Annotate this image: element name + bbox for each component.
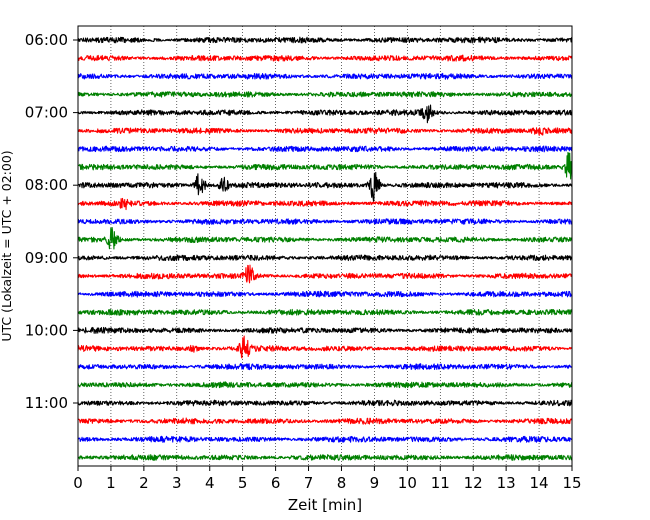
x-tick-label-0: 0 — [73, 474, 83, 492]
trace-row-08:00 — [77, 171, 573, 202]
x-axis-label: Zeit [min] — [288, 496, 362, 514]
y-axis-ticks: 06:00 07:00 08:00 09:00 10:00 11:00 — [25, 31, 78, 412]
trace-row-07:15 — [77, 127, 573, 136]
x-tick-label-13: 13 — [497, 474, 516, 492]
x-tick-label-15: 15 — [562, 474, 581, 492]
x-tick-label-4: 4 — [205, 474, 215, 492]
x-tick-label-14: 14 — [530, 474, 549, 492]
y-tick-label-2: 08:00 — [25, 176, 68, 194]
x-axis-ticks: 0 1 2 3 4 5 6 7 8 9 10 11 12 13 14 15 — [73, 466, 582, 492]
trace-row-10:45 — [77, 381, 573, 389]
x-tick-label-5: 5 — [238, 474, 248, 492]
trace-row-06:00 — [77, 36, 573, 44]
trace-row-09:15 — [77, 264, 573, 284]
trace-row-09:00 — [77, 254, 573, 262]
x-tick-label-12: 12 — [464, 474, 483, 492]
trace-row-10:15 — [77, 335, 573, 359]
x-tick-label-10: 10 — [398, 474, 417, 492]
trace-rows — [77, 36, 573, 461]
y-tick-label-0: 06:00 — [25, 31, 68, 49]
trace-row-07:00 — [77, 104, 573, 124]
x-tick-label-9: 9 — [370, 474, 380, 492]
x-tick-label-11: 11 — [431, 474, 450, 492]
trace-row-10:30 — [77, 363, 573, 371]
x-tick-label-2: 2 — [139, 474, 149, 492]
trace-row-08:15 — [77, 197, 573, 211]
trace-row-09:45 — [77, 308, 573, 316]
x-tick-label-7: 7 — [304, 474, 314, 492]
x-tick-label-8: 8 — [337, 474, 347, 492]
trace-row-11:15 — [77, 417, 573, 425]
trace-row-06:45 — [77, 91, 573, 98]
trace-row-06:15 — [77, 54, 573, 62]
trace-row-09:30 — [77, 290, 573, 298]
trace-row-08:30 — [77, 218, 573, 225]
trace-row-10:00 — [77, 326, 573, 334]
y-tick-label-1: 07:00 — [25, 104, 68, 122]
vertical-grid — [110, 26, 540, 466]
trace-row-11:30 — [77, 435, 573, 443]
trace-row-07:45 — [77, 151, 573, 180]
trace-row-11:00 — [77, 399, 573, 407]
trace-row-08:45 — [77, 226, 573, 250]
y-tick-label-4: 10:00 — [25, 321, 68, 339]
y-tick-label-3: 09:00 — [25, 249, 68, 267]
trace-row-11:45 — [77, 454, 573, 461]
plot-frame — [77, 25, 573, 467]
x-tick-label-6: 6 — [271, 474, 281, 492]
trace-row-07:30 — [77, 145, 573, 153]
y-axis-label: UTC (Lokalzeit = UTC + 02:00) — [0, 150, 14, 341]
trace-row-06:30 — [77, 72, 573, 80]
x-tick-label-1: 1 — [106, 474, 116, 492]
y-tick-label-5: 11:00 — [25, 394, 68, 412]
x-tick-label-3: 3 — [172, 474, 182, 492]
